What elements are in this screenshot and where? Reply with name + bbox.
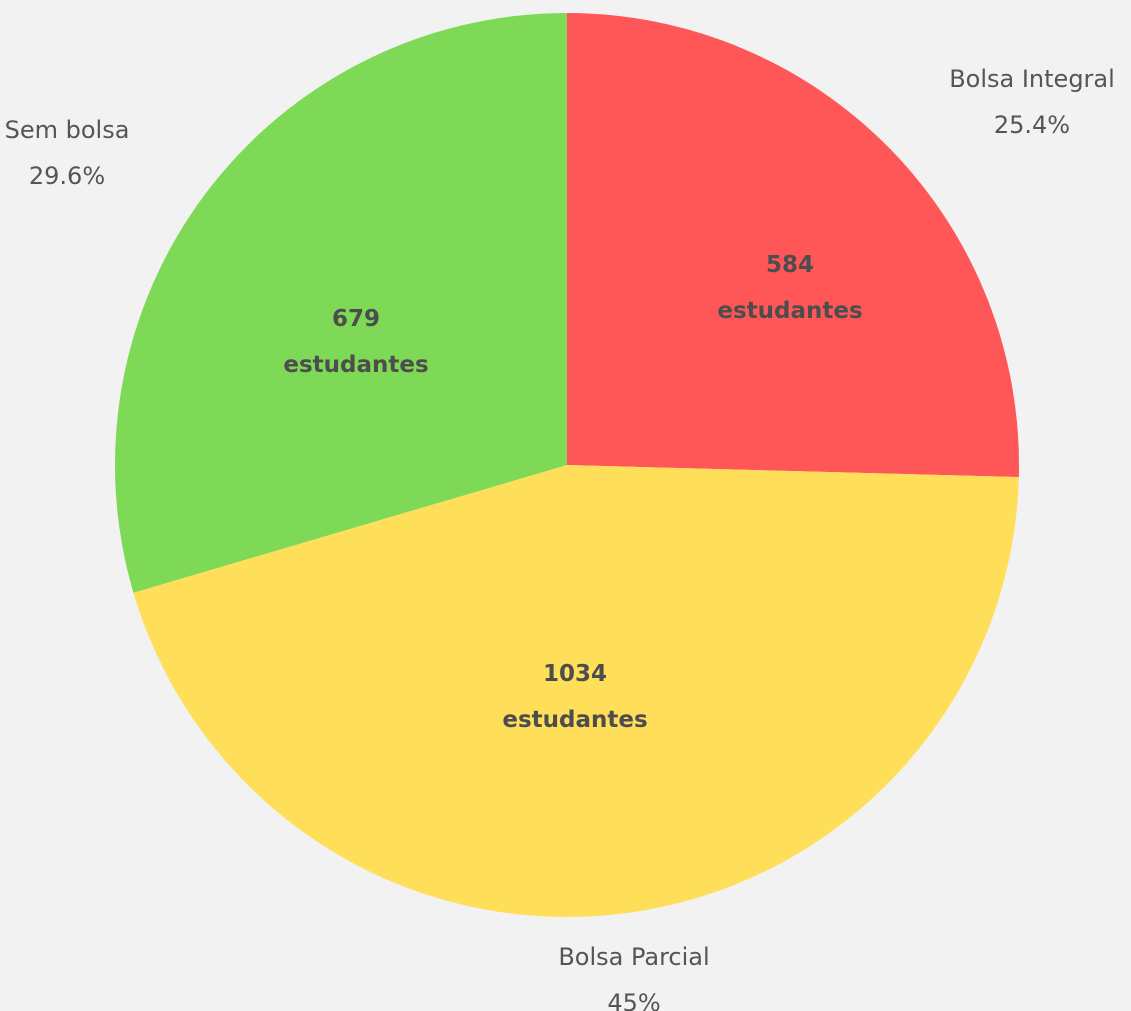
category-label: Bolsa Integral xyxy=(949,65,1115,93)
pie-slice xyxy=(133,465,1019,917)
slice-label: Bolsa Integral 25.4% xyxy=(949,56,1115,148)
value-label: 584 estudantes xyxy=(710,242,870,334)
value-label-text: 679 estudantes xyxy=(283,306,429,378)
slice-label: Sem bolsa 29.6% xyxy=(5,107,130,199)
value-label-text: 1034 estudantes xyxy=(502,661,648,733)
pie-slice xyxy=(114,13,567,593)
percent-label: 45% xyxy=(607,989,661,1011)
category-label: Bolsa Parcial xyxy=(558,943,710,971)
value-label: 679 estudantes xyxy=(276,296,436,388)
category-label: Sem bolsa xyxy=(4,116,130,144)
value-label-text: 584 estudantes xyxy=(717,252,863,324)
percent-label: 25.4% xyxy=(993,111,1071,139)
slice-label: Bolsa Parcial 45% xyxy=(558,934,709,1011)
pie-slice xyxy=(567,13,1019,478)
percent-label: 29.6% xyxy=(28,162,106,190)
value-label: 1034 estudantes xyxy=(495,651,655,743)
